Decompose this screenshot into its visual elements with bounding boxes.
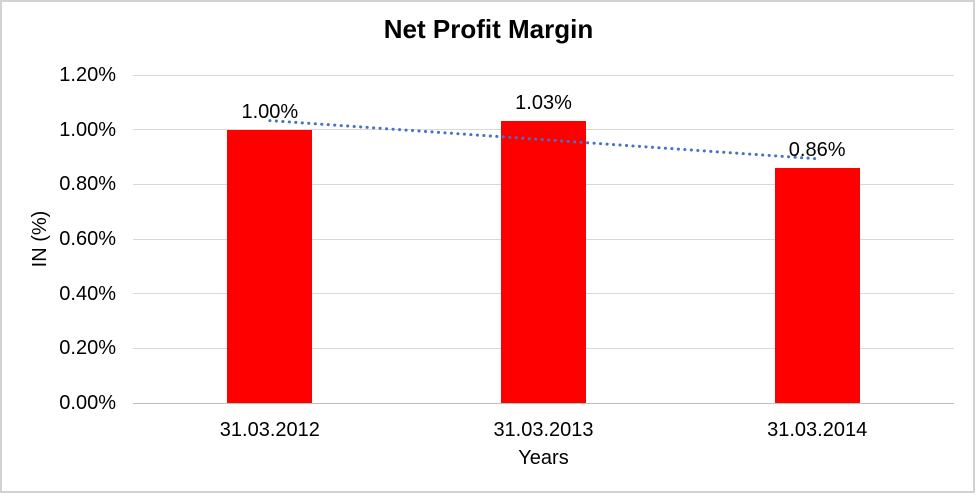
y-axis-title: IN (%) xyxy=(29,210,51,268)
y-tick-label: 0.00% xyxy=(59,392,116,414)
y-tick-label: 0.20% xyxy=(59,337,116,360)
y-tick-label: 1.20% xyxy=(59,64,116,86)
x-axis-title: Years xyxy=(518,447,569,469)
y-gridline xyxy=(133,74,954,76)
bar xyxy=(227,129,313,403)
bar xyxy=(501,121,586,403)
x-tick-label: 31.03.2012 xyxy=(219,419,320,441)
bar xyxy=(774,167,860,403)
data-label: 1.03% xyxy=(515,92,572,115)
y-tick-label: 0.80% xyxy=(59,173,116,196)
y-tick-label: 0.60% xyxy=(59,228,116,250)
y-tick-label: 1.00% xyxy=(59,118,116,141)
y-tick-label: 0.40% xyxy=(59,282,116,305)
data-label: 1.00% xyxy=(241,100,299,123)
x-tick-label: 31.03.2014 xyxy=(767,419,868,441)
x-tick-label: 31.03.2013 xyxy=(493,419,594,441)
data-label: 0.86% xyxy=(788,138,846,161)
chart-title: Net Profit Margin xyxy=(383,14,594,44)
x-axis-line xyxy=(133,402,954,404)
